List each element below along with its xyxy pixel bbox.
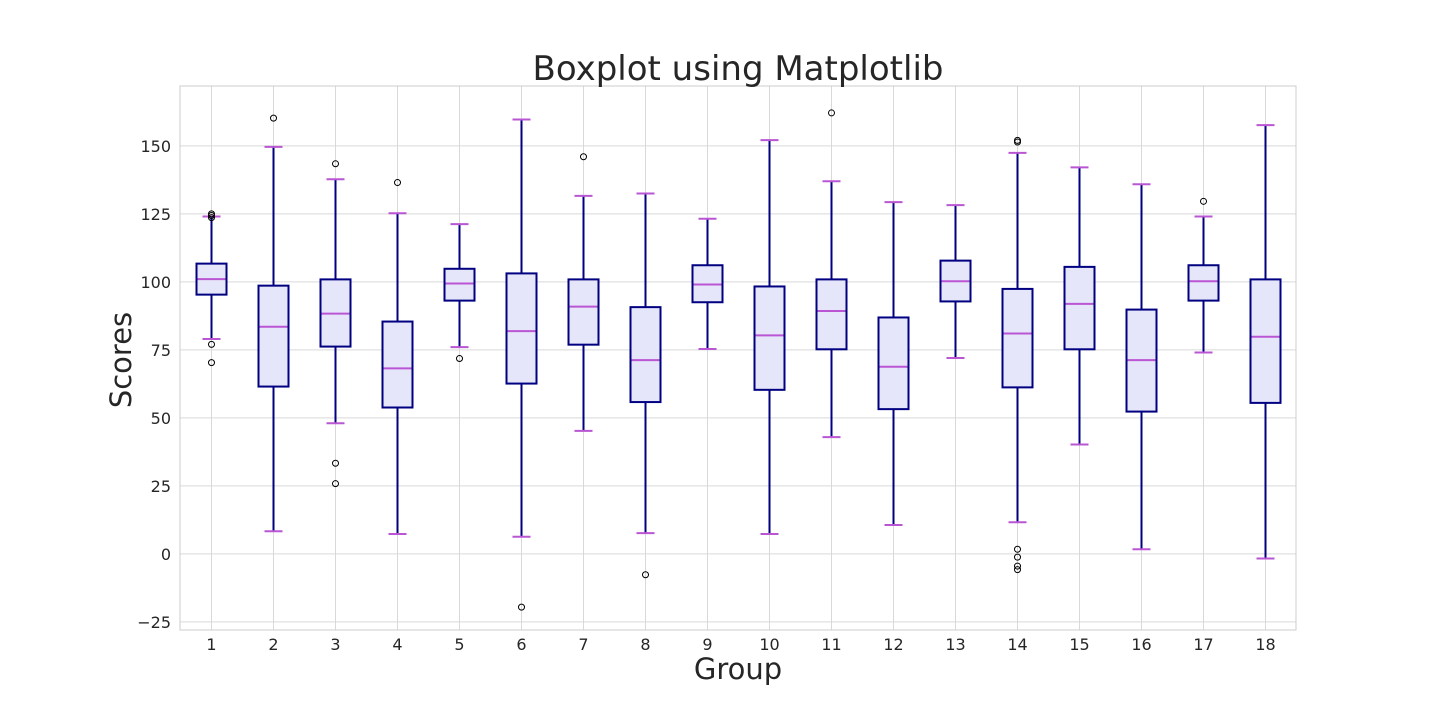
y-tick-label: 0: [161, 545, 171, 564]
box: [753, 285, 786, 391]
y-tick-label: 125: [140, 205, 171, 224]
box-group-1: [195, 210, 228, 367]
x-tick-label: 5: [454, 635, 464, 654]
flier-point: [518, 603, 525, 611]
box-group-3: [319, 160, 352, 488]
box-group-13: [939, 204, 972, 359]
y-tick-label: 75: [151, 341, 171, 360]
x-tick-label: 17: [1193, 635, 1213, 654]
flier-point: [642, 571, 649, 579]
x-tick-label: 14: [1007, 635, 1027, 654]
box-group-7: [567, 153, 600, 432]
y-axis-label: Scores: [104, 312, 138, 408]
box-group-17: [1187, 197, 1220, 354]
y-tick-label: 150: [140, 137, 171, 156]
flier-point: [332, 480, 339, 488]
box: [443, 267, 476, 302]
flier-point: [208, 359, 215, 367]
x-tick-label: 9: [702, 635, 712, 654]
x-tick-label: 12: [883, 635, 903, 654]
flier-point: [394, 179, 401, 187]
box-group-12: [877, 201, 910, 527]
plot-frame: [179, 85, 1297, 631]
x-tick-label: 7: [578, 635, 588, 654]
flier-point: [1014, 562, 1021, 570]
flier-point: [1200, 197, 1207, 205]
box: [381, 320, 414, 409]
x-tick-label: 15: [1069, 635, 1089, 654]
flier-point: [1014, 136, 1021, 144]
box: [1001, 287, 1034, 389]
x-tick-label: 18: [1255, 635, 1275, 654]
x-tick-label: 4: [392, 635, 402, 654]
x-tick-label: 13: [945, 635, 965, 654]
y-tick-label: 50: [151, 409, 171, 428]
x-tick-label: 8: [640, 635, 650, 654]
flier-point: [208, 340, 215, 348]
y-tick-label: 100: [140, 273, 171, 292]
box-group-2: [257, 114, 290, 533]
box: [1187, 264, 1220, 302]
box: [567, 278, 600, 346]
x-tick-label: 2: [268, 635, 278, 654]
box-group-5: [443, 223, 476, 363]
box-group-16: [1125, 183, 1158, 551]
flier-point: [456, 355, 463, 363]
x-tick-label: 1: [206, 635, 216, 654]
boxes: [195, 109, 1282, 611]
box-group-15: [1063, 166, 1096, 446]
flier-point: [332, 160, 339, 168]
box: [815, 278, 848, 351]
x-tick-label: 10: [759, 635, 779, 654]
box: [1249, 278, 1282, 404]
box: [629, 306, 662, 404]
x-axis-label: Group: [694, 652, 782, 686]
flier-point: [1014, 545, 1021, 553]
box-group-14: [1001, 136, 1034, 574]
box-group-10: [753, 139, 786, 535]
flier-point: [828, 109, 835, 117]
x-tick-label: 6: [516, 635, 526, 654]
y-tick-label: 25: [151, 477, 171, 496]
box-group-8: [629, 192, 662, 579]
box-group-6: [505, 118, 538, 611]
flier-point: [270, 114, 277, 122]
x-tick-label: 3: [330, 635, 340, 654]
box: [877, 316, 910, 411]
x-tick-label: 16: [1131, 635, 1151, 654]
box: [1063, 265, 1096, 351]
box-group-9: [691, 217, 724, 351]
box: [257, 284, 290, 388]
flier-point: [1014, 553, 1021, 561]
box-group-11: [815, 109, 848, 439]
flier-point: [208, 214, 215, 222]
flier-point: [332, 459, 339, 467]
box-group-4: [381, 179, 414, 535]
box-group-18: [1249, 124, 1282, 560]
x-tick-label: 11: [821, 635, 841, 654]
chart-title: Boxplot using Matplotlib: [533, 49, 944, 89]
y-tick-label: −25: [137, 613, 171, 632]
flier-point: [580, 153, 587, 161]
box: [505, 272, 538, 385]
flier-point: [1014, 566, 1021, 574]
flier-point: [208, 210, 215, 218]
